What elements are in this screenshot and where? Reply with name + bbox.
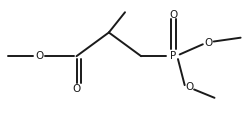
Text: O: O [169, 10, 177, 20]
Text: P: P [170, 51, 176, 61]
Text: O: O [35, 51, 43, 61]
Text: O: O [186, 82, 194, 92]
Text: O: O [72, 84, 81, 94]
Text: O: O [204, 38, 212, 48]
